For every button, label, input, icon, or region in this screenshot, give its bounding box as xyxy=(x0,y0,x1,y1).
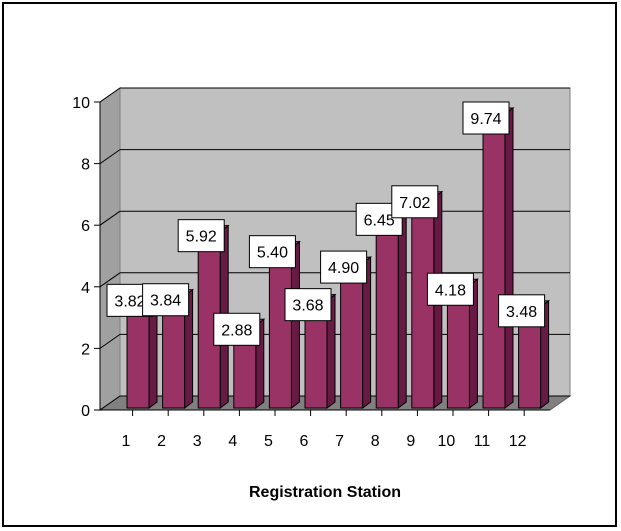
data-label: 5.40 xyxy=(248,235,296,269)
data-label-box xyxy=(142,283,190,317)
x-tick-label: 4 xyxy=(228,433,237,450)
data-labels: 3.82 3.84 5.92 2.88 5.40 3.68 4.90 6.457.02 4.18… xyxy=(106,101,546,346)
data-label: 4.18 xyxy=(426,272,474,306)
x-tick-label: 10 xyxy=(438,433,456,450)
data-label: 7.02 xyxy=(391,185,439,219)
data-label: 3.84 xyxy=(142,283,190,317)
bar-front xyxy=(340,262,364,409)
gridline-depth xyxy=(99,87,121,103)
bar xyxy=(374,208,408,409)
bar-side xyxy=(504,107,514,409)
bar-front xyxy=(375,214,399,409)
data-label: 9.74 xyxy=(462,101,510,135)
data-label-text: 3.68 xyxy=(292,298,323,315)
data-label: 5.92 xyxy=(177,219,225,253)
y-tick-labels: 0 2 4 6 8 10 xyxy=(72,95,90,420)
bar-side xyxy=(397,208,407,409)
data-label-box xyxy=(462,101,510,135)
data-label-box xyxy=(213,312,261,346)
gridline-depth xyxy=(99,210,121,226)
data-label-box xyxy=(426,272,474,306)
data-label-box xyxy=(248,235,296,269)
x-tick-labels: 1 2 3 4 5 6 7 8 9 10 11 12 xyxy=(122,433,527,450)
bar xyxy=(196,224,230,409)
data-label-text: 5.92 xyxy=(186,229,217,246)
x-tick-label: 9 xyxy=(406,433,415,450)
data-label-text: 5.40 xyxy=(257,245,288,262)
data-label-text: 6.45 xyxy=(364,212,395,229)
x-tick-label: 8 xyxy=(371,433,380,450)
gridline-depth xyxy=(99,149,121,165)
gridline-depth xyxy=(99,333,121,349)
data-label-box xyxy=(391,185,439,219)
y-tick-label: 2 xyxy=(81,341,90,358)
data-label-text: 4.90 xyxy=(328,260,359,277)
bar xyxy=(481,107,515,409)
gridline-depth xyxy=(99,272,121,288)
bar xyxy=(161,288,195,409)
y-tick-label: 10 xyxy=(72,95,90,112)
data-label-text: 3.84 xyxy=(150,293,181,310)
data-label-box xyxy=(284,288,332,322)
data-label-box xyxy=(177,219,225,253)
axes xyxy=(94,101,550,416)
y-tick-label: 6 xyxy=(81,218,90,235)
data-label-text: 7.02 xyxy=(399,195,430,212)
data-label-text: 4.18 xyxy=(435,282,466,299)
x-tick-label: 1 xyxy=(122,433,131,450)
plot-left-wall xyxy=(99,87,121,411)
x-axis-title: Registration Station xyxy=(249,484,401,501)
y-tick-label: 0 xyxy=(81,403,90,420)
x-tick-label: 3 xyxy=(193,433,202,450)
data-label: 3.48 xyxy=(498,294,546,328)
data-label: 2.88 xyxy=(213,312,261,346)
x-tick-label: 7 xyxy=(335,433,344,450)
data-label-text: 3.82 xyxy=(114,293,145,310)
data-label-text: 9.74 xyxy=(470,111,501,128)
data-label-text: 2.88 xyxy=(221,322,252,339)
x-tick-label: 5 xyxy=(264,433,273,450)
y-tick-label: 4 xyxy=(81,280,90,297)
x-tick-label: 6 xyxy=(300,433,309,450)
data-label: 3.68 xyxy=(284,288,332,322)
data-label-text: 3.48 xyxy=(506,304,537,321)
x-tick-label: 2 xyxy=(157,433,166,450)
x-tick-label: 12 xyxy=(509,433,527,450)
bar-front xyxy=(482,113,506,409)
bar-front xyxy=(268,247,292,409)
data-label-box xyxy=(498,294,546,328)
bar xyxy=(267,240,301,409)
x-tick-label: 11 xyxy=(474,433,491,450)
gridline-depth xyxy=(99,395,121,411)
data-label-box xyxy=(320,250,368,284)
y-tick-label: 8 xyxy=(81,157,90,174)
data-label: 4.90 xyxy=(320,250,368,284)
